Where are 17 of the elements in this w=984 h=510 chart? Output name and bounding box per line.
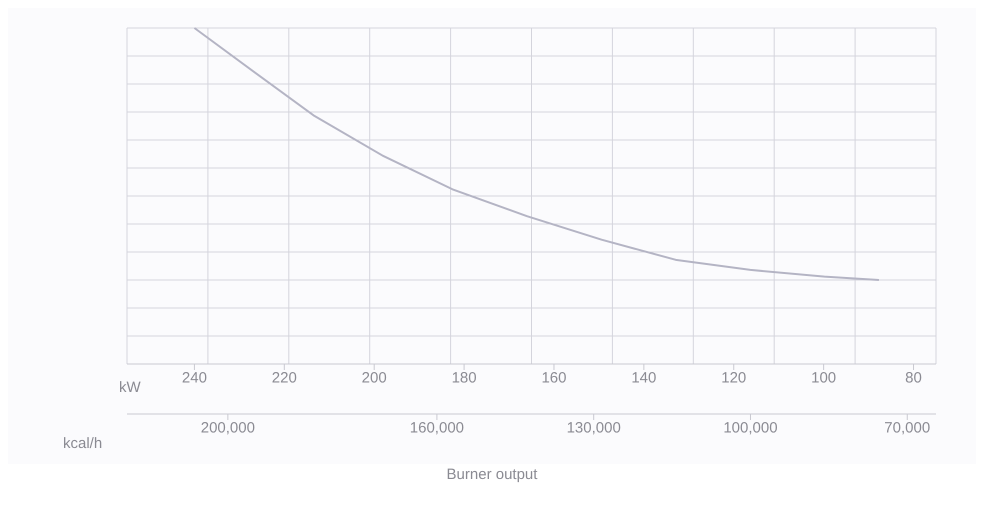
x-tick-label: 240 [182,370,207,387]
x-tick-label: 180 [452,370,477,387]
x-tick-label: 220 [272,370,297,387]
x2-tick-label: 130,000 [566,420,621,437]
x2-tick-label: 160,000 [410,420,464,437]
text: Burner output [446,466,538,483]
x-tick-label: 200 [362,370,387,387]
x-axis-title: kW [119,379,142,396]
x-tick-label: 140 [631,370,656,387]
x-tick-label: 120 [721,370,746,387]
x2-axis-title: kcal/h [63,435,102,452]
x2-tick-label: 200,000 [200,420,255,437]
x2-tick-label: 100,000 [723,420,778,437]
x-tick-label: 100 [811,370,836,387]
x-tick-label: 80 [905,370,922,387]
x2-tick-label: 70,000 [884,420,930,437]
x-tick-label: 160 [541,370,566,387]
